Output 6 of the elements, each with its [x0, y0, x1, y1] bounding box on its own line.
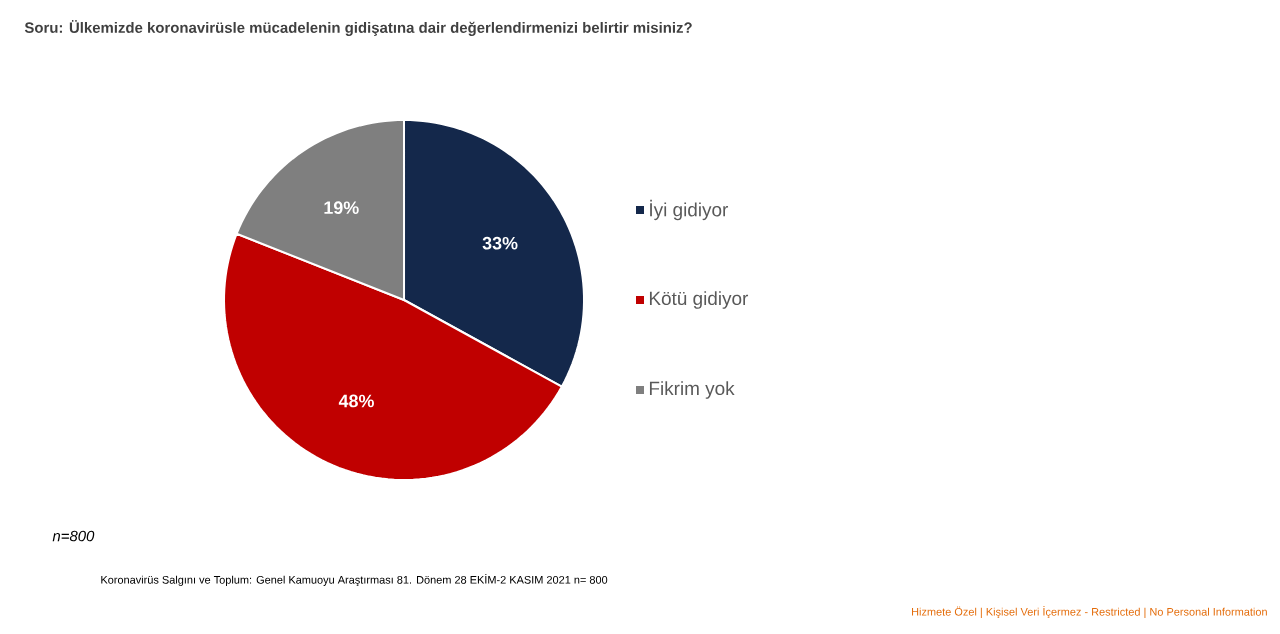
legend-label: Fikrim yok: [649, 381, 735, 399]
legend-label: İyi gidiyor: [650, 199, 729, 221]
legend-label: Kötü gidiyor: [649, 291, 749, 309]
data-label: 19%: [324, 201, 359, 215]
data-label: 33%: [482, 236, 518, 250]
data-label: 48%: [338, 394, 374, 408]
